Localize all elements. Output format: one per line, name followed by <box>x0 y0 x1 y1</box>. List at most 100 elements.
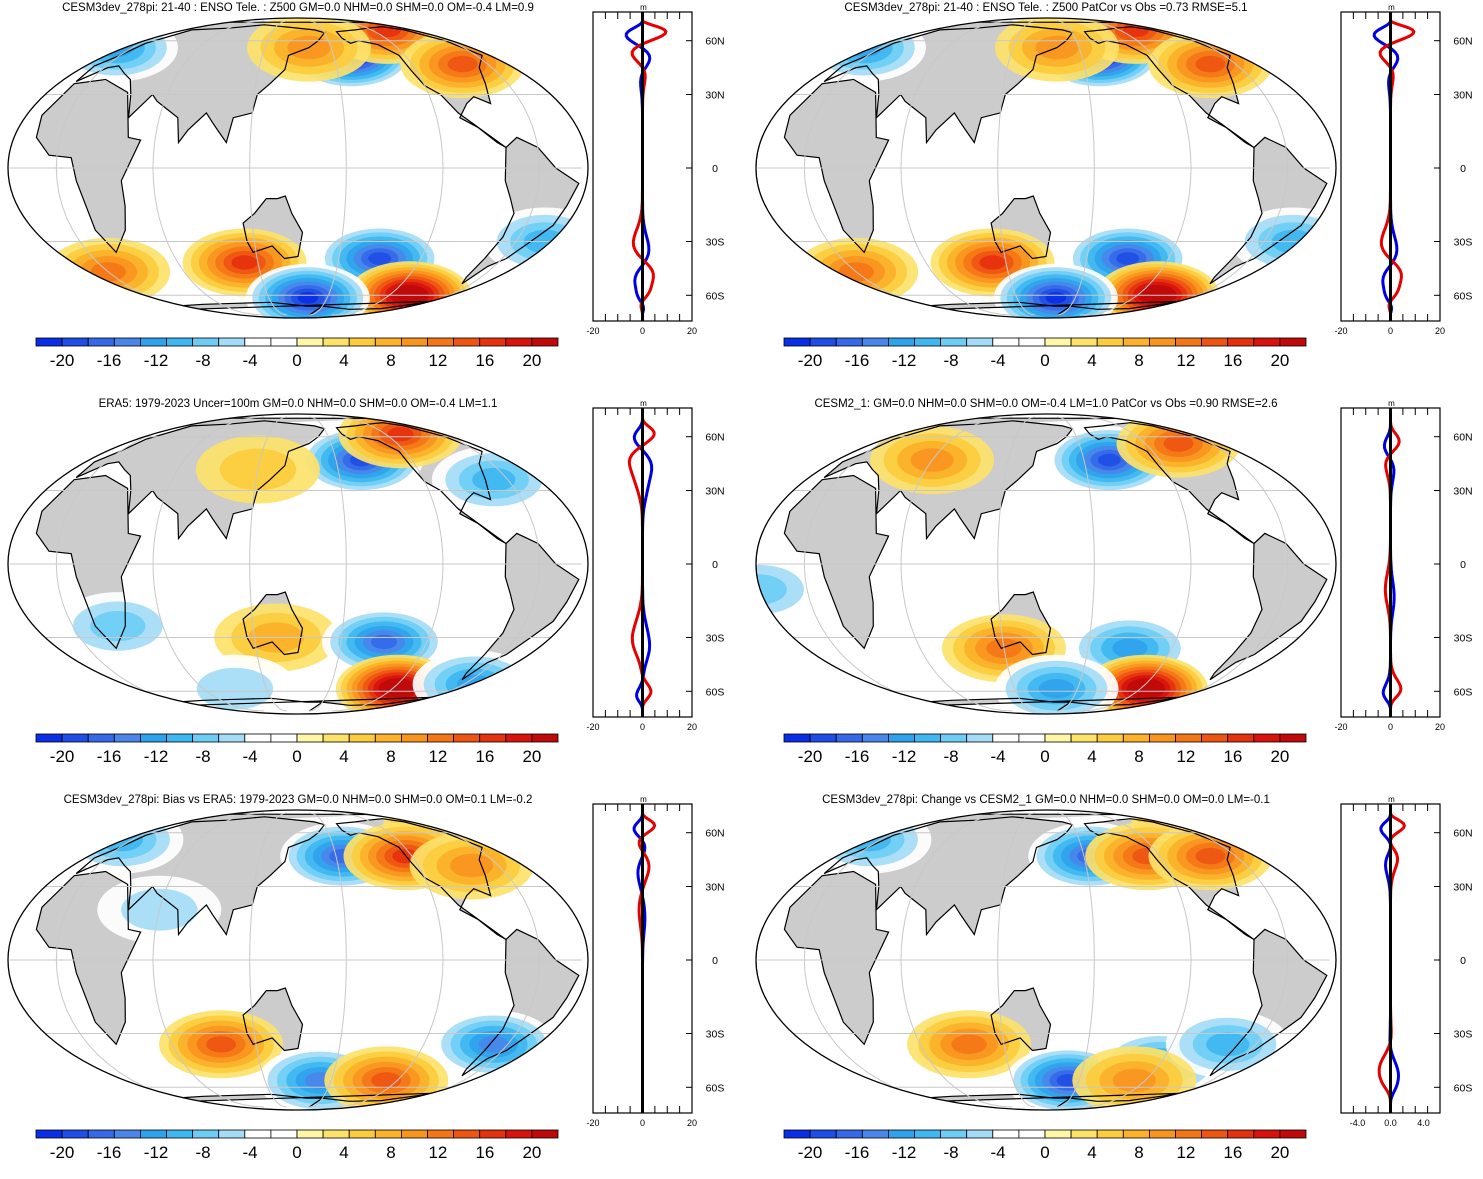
lat-label: 60S <box>706 1082 725 1094</box>
colorbar-swatch <box>966 733 994 743</box>
colorbar-label: 0 <box>1040 1143 1049 1162</box>
colorbar-label: -16 <box>97 1143 122 1162</box>
lat-label: 60S <box>706 290 725 302</box>
coastline-south-america <box>1209 136 1328 285</box>
profile-xtick: -4.0 <box>1350 1118 1366 1128</box>
lat-label: 30N <box>705 90 724 102</box>
colorbar-label: -12 <box>144 351 169 370</box>
coastline-europe-asia <box>75 816 326 937</box>
coastline-africa <box>783 78 890 254</box>
land-greenland <box>895 814 1217 833</box>
colorbar-swatch <box>166 1129 194 1139</box>
profile-unit: m <box>1388 3 1395 12</box>
land-africa <box>784 79 889 253</box>
colorbar-swatch <box>809 733 837 743</box>
colorbar-label: 16 <box>1223 1143 1242 1162</box>
colorbar-swatch <box>453 337 481 347</box>
colorbar: -20 -16 -12 -8 -4 0 4 8 12 16 20 <box>35 733 559 766</box>
profile-xtick: 20 <box>687 1118 697 1128</box>
colorbar-swatch <box>914 733 942 743</box>
colorbar-swatch <box>113 337 141 347</box>
colorbar-label: 8 <box>1134 1143 1143 1162</box>
colorbar-label: 20 <box>522 351 541 370</box>
lat-label: 60S <box>1454 1082 1473 1094</box>
colorbar-label: -12 <box>144 1143 169 1162</box>
colorbar-swatch <box>1018 1129 1046 1139</box>
colorbar-swatch <box>1279 733 1307 743</box>
coastline-north-america <box>1083 422 1255 545</box>
colorbar-swatch <box>835 1129 863 1139</box>
colorbar-label: 8 <box>386 747 395 766</box>
coastline-antarctica <box>167 1092 436 1108</box>
colorbar-swatch <box>218 337 246 347</box>
lat-label: 30N <box>1453 882 1472 894</box>
colorbar-swatch <box>1279 1129 1307 1139</box>
map-border <box>7 413 589 715</box>
coastline-antarctica <box>915 1092 1184 1108</box>
profile-xtick: 0 <box>640 1118 645 1128</box>
colorbar-swatch <box>1201 337 1229 347</box>
lat-label: 60N <box>1453 36 1472 48</box>
panel-6: CESM3dev_278pi: Change vs CESM2_1 GM=0.0… <box>755 794 1473 1162</box>
coastline-north-america <box>335 422 507 545</box>
colorbar-swatch <box>914 337 942 347</box>
colorbar-label: 16 <box>1223 351 1242 370</box>
colorbar-label: 4 <box>1087 747 1096 766</box>
map-border <box>7 809 589 1111</box>
colorbar-label: 16 <box>475 1143 494 1162</box>
land-africa <box>784 871 889 1045</box>
colorbar-label: 8 <box>1134 747 1143 766</box>
colorbar-swatch <box>1122 337 1150 347</box>
lat-label: 30S <box>706 237 725 249</box>
colorbar-swatch <box>992 733 1020 743</box>
colorbar-swatch <box>966 337 994 347</box>
colorbar-label: 16 <box>475 351 494 370</box>
colorbar-swatch <box>479 1129 507 1139</box>
colorbar: -20 -16 -12 -8 -4 0 4 8 12 16 20 <box>35 337 559 370</box>
colorbar-swatch <box>192 1129 220 1139</box>
colorbar-swatch <box>940 733 968 743</box>
colorbar-swatch <box>139 733 167 743</box>
map-field <box>756 810 1336 1110</box>
lat-label: 60S <box>1454 686 1473 698</box>
colorbar-label: -8 <box>943 351 958 370</box>
negative-anomaly <box>1165 1010 1290 1079</box>
lat-label: 0 <box>712 559 718 571</box>
lat-label: 30N <box>705 486 724 498</box>
lat-label: 30S <box>1454 1029 1473 1041</box>
colorbar-swatch <box>783 1129 811 1139</box>
coastline-australia <box>242 195 304 260</box>
panel-title: CESM2_1: GM=0.0 NHM=0.0 SHM=0.0 OM=-0.4 … <box>814 398 1277 410</box>
colorbar-label: 4 <box>339 747 348 766</box>
colorbar-swatch <box>113 733 141 743</box>
colorbar-swatch <box>809 337 837 347</box>
lat-label: 30S <box>1454 237 1473 249</box>
coastline-africa <box>783 474 890 650</box>
map-border <box>755 809 1337 1111</box>
profile-unit: m <box>640 795 647 804</box>
colorbar-swatch <box>61 733 89 743</box>
colorbar-swatch <box>35 733 63 743</box>
land-africa <box>784 475 889 649</box>
colorbar-label: -4 <box>242 1143 257 1162</box>
colorbar: -20 -16 -12 -8 -4 0 4 8 12 16 20 <box>35 1129 559 1162</box>
zonal-profile: m -4.0 0.0 4.0 60N 30N 0 30S 60S <box>1340 795 1473 1128</box>
colorbar-label: 20 <box>1270 747 1289 766</box>
colorbar-swatch <box>940 1129 968 1139</box>
colorbar-swatch <box>1018 733 1046 743</box>
colorbar-swatch <box>1044 733 1072 743</box>
colorbar-swatch <box>61 337 89 347</box>
zonal-profile: m -20 0 20 60N 30N 0 30S 60S <box>1334 3 1472 336</box>
colorbar-label: -16 <box>845 1143 870 1162</box>
colorbar-swatch <box>1096 337 1124 347</box>
colorbar-swatch <box>1253 337 1281 347</box>
panel-4: CESM2_1: GM=0.0 NHM=0.0 SHM=0.0 OM=-0.4 … <box>755 398 1473 766</box>
colorbar-swatch <box>835 337 863 347</box>
colorbar-label: 20 <box>1270 1143 1289 1162</box>
profile-line-reference <box>1372 20 1400 314</box>
profile-xtick: 0.0 <box>1384 1118 1397 1128</box>
colorbar-swatch <box>505 733 533 743</box>
coastline-north-america <box>335 26 507 149</box>
negative-anomaly <box>173 654 297 714</box>
